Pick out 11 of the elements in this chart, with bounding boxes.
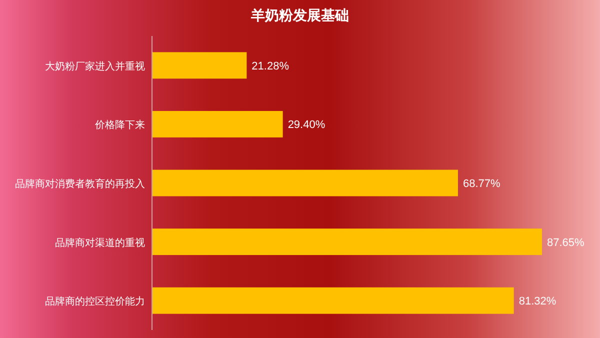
data-label: 81.32% [518, 296, 556, 308]
data-label: 87.65% [547, 236, 585, 249]
y-tick-label: 价格降下来 [94, 119, 145, 132]
data-label: 21.28% [252, 60, 290, 72]
y-tick-label: 品牌商对渠道的重视 [55, 236, 145, 249]
y-tick-label: 大奶粉厂家进入并重视 [45, 60, 145, 72]
y-tick-label: 品牌商对消费者教育的再投入 [15, 178, 145, 190]
data-label: 29.40% [288, 119, 326, 132]
y-tick-label: 品牌商的控区控价能力 [45, 296, 145, 308]
data-label: 68.77% [462, 178, 501, 190]
chart-title: 羊奶粉发展基础 [250, 7, 349, 23]
